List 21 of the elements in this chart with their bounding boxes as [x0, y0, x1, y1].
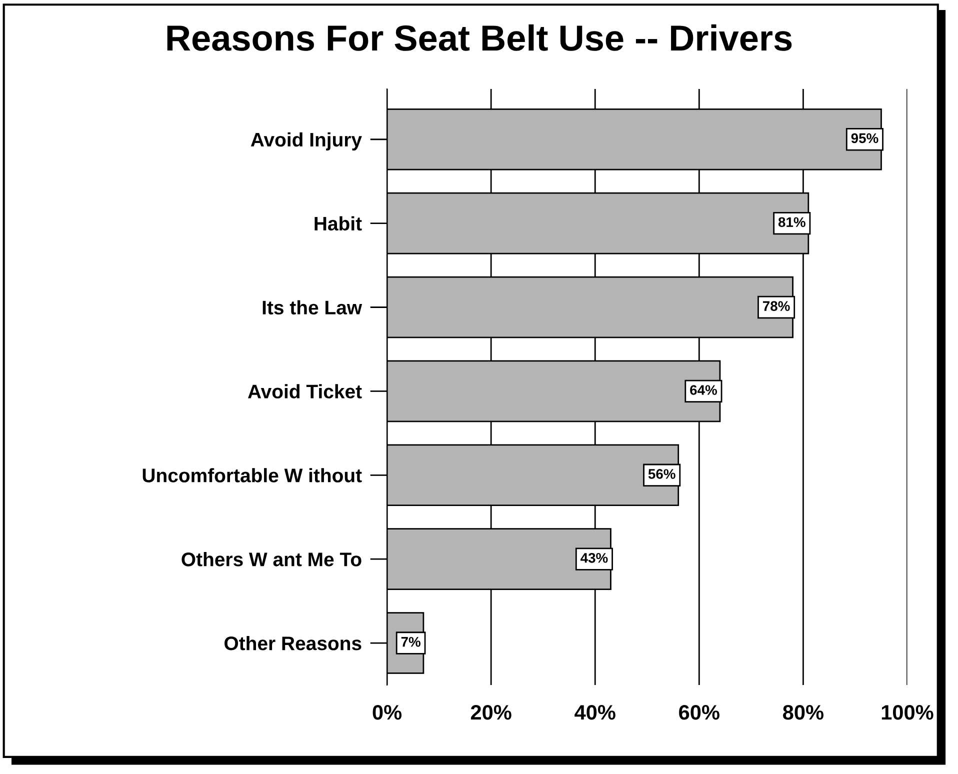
y-tick-label: Avoid Injury: [250, 132, 362, 150]
y-tick-label: Its the Law: [262, 300, 362, 314]
y-tick-label: Avoid Ticket: [248, 384, 362, 398]
x-tick-label: 0%: [372, 704, 402, 720]
chart-title: Reasons For Seat Belt Use -- Drivers: [167, 24, 792, 51]
data-label: 81%: [778, 217, 806, 228]
data-label: 56%: [648, 469, 676, 479]
x-tick-label: 60%: [679, 704, 720, 720]
x-tick-label: 40%: [574, 704, 616, 720]
x-tick-label: 20%: [470, 704, 512, 720]
y-tick-label: Others W ant Me To: [182, 552, 362, 566]
x-tick-label: 100%: [882, 704, 934, 720]
data-label: 78%: [762, 301, 790, 311]
data-label: 43%: [580, 552, 608, 563]
x-tick-label: 80%: [783, 704, 824, 720]
data-label: 95%: [851, 133, 878, 144]
y-tick-label: Habit: [314, 216, 362, 231]
y-tick-label: Other Reasons: [224, 636, 362, 650]
data-label: 7%: [401, 636, 420, 647]
data-label: 64%: [690, 385, 717, 395]
y-tick-label: Uncomfortable W ithout: [142, 468, 362, 482]
